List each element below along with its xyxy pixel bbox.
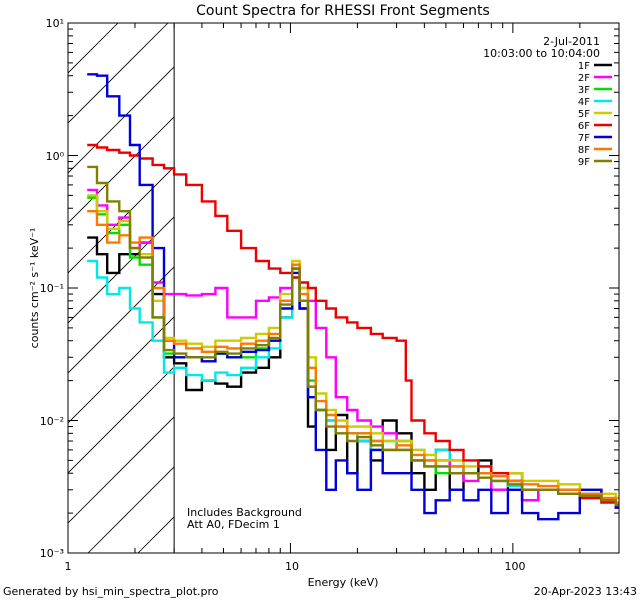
series-line-2F [87, 188, 619, 507]
hatch-line [68, 366, 175, 474]
series-line-9F [87, 165, 619, 507]
hatch-line [68, 66, 175, 174]
hatch-line [68, 216, 175, 324]
series-line-7F [87, 73, 619, 521]
footer-timestamp: 20-Apr-2023 13:43 [534, 585, 637, 598]
legend-label-5F: 5F [578, 109, 590, 120]
legend-label-4F: 4F [578, 97, 590, 108]
footer-generator: Generated by hsi_min_spectra_plot.pro [3, 585, 219, 598]
y-tick-label-1e-2: 10⁻² [40, 415, 64, 428]
y-axis-label: counts cm⁻² s⁻¹ keV⁻¹ [28, 228, 41, 349]
time-range-label: 10:03:00 to 10:04:00 [483, 47, 600, 60]
axis-ticks [67, 22, 620, 554]
x-tick-label-1: 1 [65, 560, 72, 573]
series-line-3F [87, 196, 619, 507]
date-label: 2-Jul-2011 [543, 35, 600, 48]
x-tick-label-100: 100 [505, 560, 526, 573]
legend-label-3F: 3F [578, 85, 590, 96]
series-line-5F [87, 194, 619, 500]
annotation-attenuator: Att A0, FDecim 1 [187, 518, 280, 531]
x-axis-label: Energy (keV) [308, 576, 379, 589]
plot-frame [67, 22, 620, 554]
legend-label-2F: 2F [578, 73, 590, 84]
y-tick-label-1e-1: 10⁻¹ [40, 282, 64, 295]
legend-label-6F: 6F [578, 121, 590, 132]
hatch-line [68, 416, 175, 524]
series-line-4F [87, 259, 619, 507]
x-tick-label-10: 10 [285, 560, 299, 573]
legend-label-8F: 8F [578, 145, 590, 156]
series-group [87, 73, 619, 521]
hatch-line [68, 23, 169, 124]
annotation-background: Includes Background [187, 506, 302, 519]
y-tick-label-1e-3: 10⁻³ [40, 547, 64, 560]
chart-title: Count Spectra for RHESSI Front Segments [196, 3, 490, 19]
legend-label-1F: 1F [578, 61, 590, 72]
legend-label-9F: 9F [578, 157, 590, 168]
y-tick-label-1e1: 10¹ [46, 17, 64, 30]
series-line-6F [87, 143, 619, 509]
legend-label-7F: 7F [578, 133, 590, 144]
hatched-region [68, 23, 175, 553]
y-tick-label-1e0: 10⁰ [46, 150, 65, 163]
